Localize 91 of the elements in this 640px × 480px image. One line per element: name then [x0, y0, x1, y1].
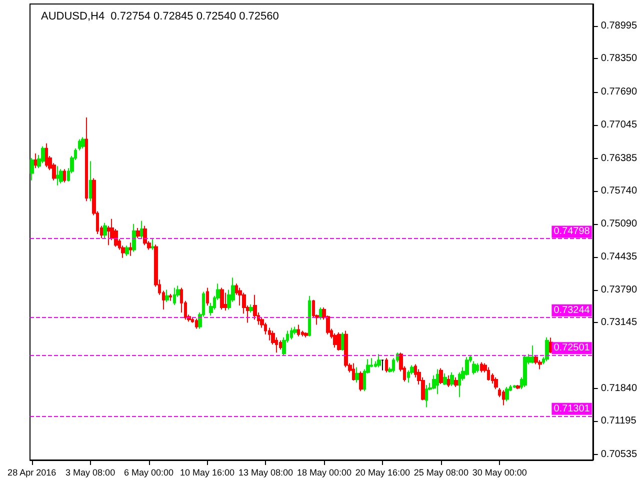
y-tick-label: 0.71195	[600, 416, 637, 427]
y-tick-label: 0.71840	[600, 383, 638, 394]
candlestick	[439, 368, 443, 384]
candlestick	[132, 223, 136, 252]
y-tick-label: 0.77690	[600, 86, 638, 98]
candlestick	[290, 327, 293, 340]
ref-line-label: 0.73244	[554, 304, 590, 316]
candlestick	[308, 295, 311, 337]
candlestick	[513, 384, 516, 389]
candlestick	[125, 245, 129, 256]
candlestick	[425, 384, 428, 408]
y-tick-label: 0.75740	[600, 185, 638, 196]
candlestick	[56, 166, 59, 186]
candlestick	[531, 344, 534, 364]
candlestick	[385, 358, 388, 373]
candlestick	[59, 168, 63, 184]
y-tick-label: 0.78350	[600, 53, 638, 64]
candlestick	[140, 220, 143, 239]
x-tick-label: 30 May 00:00	[472, 468, 527, 478]
candlestick	[443, 372, 447, 386]
candlestick	[381, 360, 384, 371]
x-tick-label: 13 May 08:00	[238, 468, 294, 478]
candlestick	[63, 168, 66, 183]
candlestick	[337, 332, 341, 352]
y-tick-label: 0.78995	[600, 20, 638, 32]
candlestick	[220, 287, 224, 310]
candlestick	[447, 374, 450, 388]
x-tick-label: 10 May 16:00	[180, 468, 235, 478]
candlestick	[352, 362, 355, 381]
candlestick	[377, 354, 381, 368]
x-tick-label: 3 May 08:00	[66, 468, 116, 478]
x-tick-label: 28 Apr 2016	[8, 468, 56, 478]
candlestick	[502, 390, 505, 406]
candlestick	[34, 152, 37, 169]
ref-line-label: 0.71301	[554, 403, 590, 414]
y-tick-label: 0.77045	[600, 119, 638, 130]
candlestick	[103, 222, 107, 239]
ref-line-label: 0.72501	[554, 342, 590, 354]
candlestick	[81, 136, 85, 149]
candlestick	[545, 336, 549, 362]
candlestick	[129, 242, 132, 256]
candlestick	[458, 372, 461, 398]
candlestick	[165, 289, 169, 302]
y-tick-label: 0.73790	[600, 284, 638, 296]
candlestick	[516, 384, 520, 390]
candlestick	[480, 362, 483, 373]
candlestick	[206, 287, 209, 306]
ref-line-label: 0.74798	[554, 226, 590, 238]
candlestick	[450, 372, 454, 387]
candlestick	[341, 332, 344, 352]
x-tick-label: 25 May 08:00	[414, 468, 468, 478]
candlestick	[253, 294, 257, 320]
candlestick	[523, 354, 527, 388]
candlestick	[476, 362, 479, 373]
candlestick	[319, 306, 322, 320]
candlestick	[45, 142, 48, 168]
candlestick	[85, 116, 88, 202]
candlestick	[89, 160, 92, 202]
candlestick	[494, 376, 498, 390]
x-tick-label: 18 May 00:00	[296, 468, 352, 478]
candlestick	[195, 318, 198, 330]
candlestick	[30, 158, 34, 181]
y-tick-label: 0.73145	[600, 316, 638, 328]
candlestick	[487, 366, 490, 381]
candlestick	[136, 227, 140, 239]
candlestick	[436, 368, 439, 395]
y-tick-label: 0.74435	[600, 252, 638, 263]
candlestick	[151, 238, 154, 250]
candlestick	[78, 138, 81, 151]
candlestick	[454, 376, 458, 388]
y-tick-label: 0.75090	[600, 218, 638, 230]
candlestick	[407, 370, 410, 383]
candlestick	[472, 360, 476, 375]
candlestick	[143, 225, 147, 246]
x-tick-label: 20 May 16:00	[355, 468, 410, 478]
candlestick	[41, 146, 45, 164]
candlestick	[279, 340, 282, 350]
y-tick-label: 0.76385	[600, 152, 638, 164]
candlestick	[173, 287, 176, 306]
x-tick-label: 6 May 00:00	[124, 468, 174, 478]
candlestick	[304, 332, 308, 338]
candlestick	[355, 366, 359, 383]
candlestick	[538, 360, 542, 370]
candlestick	[169, 293, 172, 302]
text: AUDUSD,H4 0.72754 0.72845 0.72540 0.72560	[41, 10, 279, 22]
candlestick	[359, 370, 363, 392]
candlestick	[297, 324, 300, 337]
candlestick	[505, 386, 509, 402]
candlestick	[249, 304, 253, 314]
y-tick-label: 0.70535	[600, 449, 638, 460]
candlestick	[333, 332, 337, 348]
